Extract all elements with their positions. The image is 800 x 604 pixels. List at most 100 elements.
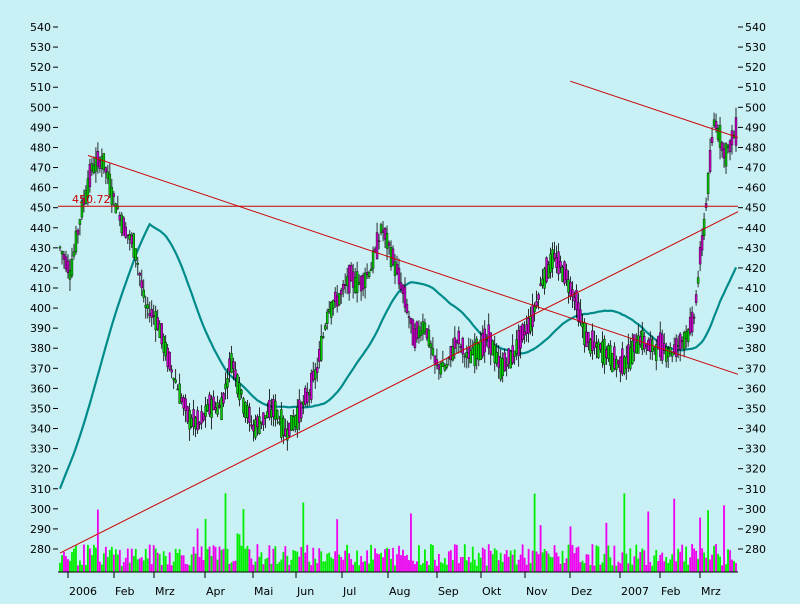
volume-bar bbox=[577, 546, 580, 572]
volume-bar bbox=[69, 560, 71, 572]
candle-body bbox=[266, 411, 269, 418]
candle-body bbox=[300, 402, 303, 419]
volume-bar bbox=[599, 564, 602, 572]
candle-body bbox=[513, 350, 516, 357]
y-tick-label-left: 410 bbox=[30, 282, 51, 295]
volume-bar bbox=[196, 528, 199, 572]
candle-body bbox=[505, 364, 508, 367]
volume-bar bbox=[467, 556, 470, 572]
volume-bar bbox=[386, 547, 388, 572]
volume-bar bbox=[59, 562, 61, 572]
volume-bar bbox=[649, 562, 652, 572]
volume-bar bbox=[565, 558, 568, 572]
volume-bar bbox=[272, 548, 275, 572]
candle-body bbox=[603, 338, 606, 365]
candle-body bbox=[212, 396, 215, 410]
volume-bar bbox=[278, 562, 281, 572]
volume-bar bbox=[679, 551, 682, 572]
volume-bar bbox=[402, 549, 404, 572]
candle-body bbox=[126, 234, 129, 236]
candle-body bbox=[611, 353, 614, 373]
volume-bar bbox=[533, 493, 536, 572]
volume-bar bbox=[701, 548, 704, 572]
volume-bar bbox=[194, 553, 197, 572]
candle-body bbox=[597, 341, 600, 358]
volume-bar bbox=[304, 552, 307, 572]
candle-body bbox=[529, 316, 532, 332]
volume-bar bbox=[102, 553, 105, 572]
y-tick-label-right: 310 bbox=[745, 483, 766, 496]
volume-bar bbox=[541, 552, 544, 572]
candle-body bbox=[270, 409, 273, 418]
candle-body bbox=[706, 173, 710, 194]
candle-body bbox=[180, 397, 183, 402]
candle-body bbox=[365, 272, 369, 275]
volume-bar bbox=[390, 558, 392, 572]
candle-body bbox=[377, 240, 381, 242]
candle-body bbox=[314, 369, 317, 380]
x-tick-label: Nov bbox=[526, 585, 548, 598]
candle-body bbox=[631, 340, 634, 364]
volume-bar bbox=[114, 549, 117, 572]
y-tick-label-right: 380 bbox=[745, 342, 766, 355]
volume-bar bbox=[152, 545, 155, 572]
volume-bar bbox=[513, 549, 516, 572]
candle-body bbox=[216, 402, 219, 415]
volume-bar bbox=[575, 547, 578, 572]
volume-bar bbox=[73, 548, 75, 572]
volume-bar bbox=[368, 563, 370, 572]
candle-body bbox=[310, 373, 313, 400]
y-tick-label-left: 470 bbox=[30, 162, 51, 175]
volume-bar bbox=[240, 545, 243, 572]
volume-bar bbox=[595, 545, 598, 572]
y-tick-label-right: 320 bbox=[745, 463, 766, 476]
candle-body bbox=[385, 232, 389, 249]
candle-body bbox=[152, 315, 155, 317]
candle-body bbox=[680, 340, 684, 342]
horizontal-line-label: 450.72 bbox=[72, 193, 111, 206]
candle-body bbox=[381, 230, 385, 233]
volume-bar bbox=[703, 552, 705, 572]
volume-bar bbox=[709, 559, 711, 572]
candle-body bbox=[423, 322, 427, 333]
candle-body bbox=[176, 388, 179, 391]
y-tick-label-left: 340 bbox=[30, 423, 51, 436]
candle-body bbox=[288, 422, 291, 437]
volume-bar bbox=[621, 552, 624, 572]
y-tick-label-right: 340 bbox=[745, 423, 766, 436]
volume-bar bbox=[204, 518, 207, 572]
volume-bar bbox=[493, 548, 496, 572]
volume-bar bbox=[168, 552, 171, 572]
volume-bar bbox=[118, 549, 121, 572]
y-tick-label-left: 520 bbox=[30, 61, 51, 74]
volume-bar bbox=[485, 565, 488, 572]
volume-bar bbox=[619, 563, 622, 572]
candle-body bbox=[134, 248, 137, 261]
candle-body bbox=[278, 421, 281, 424]
candle-body bbox=[483, 328, 486, 353]
candle-body bbox=[690, 311, 694, 333]
candle-body bbox=[533, 306, 536, 312]
candle-body bbox=[373, 248, 377, 252]
candle-body bbox=[461, 338, 465, 355]
candle-body bbox=[535, 301, 538, 307]
volume-bar bbox=[611, 565, 614, 572]
candle-body bbox=[252, 424, 255, 432]
volume-bar bbox=[262, 564, 265, 572]
volume-bar bbox=[416, 561, 418, 572]
candle-body bbox=[232, 361, 235, 369]
candle-body bbox=[333, 291, 337, 303]
candle-body bbox=[272, 399, 275, 418]
volume-bar bbox=[597, 546, 600, 572]
candle-body bbox=[341, 284, 345, 290]
candle-body bbox=[260, 421, 263, 424]
volume-bar bbox=[557, 556, 560, 572]
candle-body bbox=[268, 400, 271, 418]
volume-bar bbox=[404, 555, 406, 572]
volume-bar bbox=[180, 555, 183, 572]
candle-body bbox=[503, 352, 506, 372]
candle-body bbox=[256, 416, 259, 428]
y-tick-label-left: 390 bbox=[30, 322, 51, 335]
candle-body bbox=[110, 187, 114, 205]
volume-bar bbox=[661, 552, 664, 572]
